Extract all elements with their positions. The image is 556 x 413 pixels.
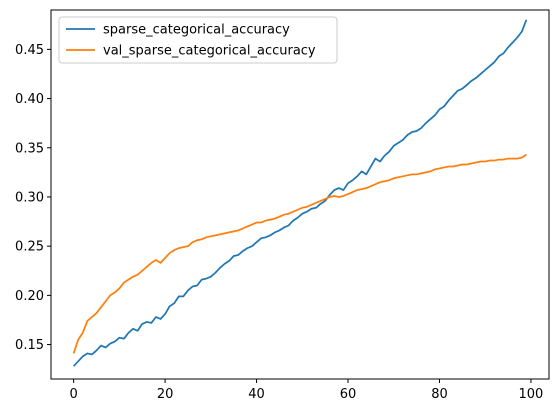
series-line-sparse-categorical-accuracy — [72, 19, 528, 367]
y-tick-label: 0.20 — [15, 289, 44, 304]
x-tick-label: 80 — [431, 387, 448, 402]
legend-label-sparse-categorical-accuracy: sparse_categorical_accuracy — [103, 23, 290, 38]
plot-frame — [50, 9, 550, 380]
x-axis: 0 20 40 60 80 100 — [69, 379, 543, 402]
y-tick-label: 0.25 — [15, 240, 44, 255]
x-tick-label: 20 — [157, 387, 174, 402]
y-tick-label: 0.35 — [15, 141, 44, 156]
x-tick-label: 60 — [340, 387, 357, 402]
legend: sparse_categorical_accuracy val_sparse_c… — [58, 16, 338, 64]
x-tick-label: 40 — [248, 387, 265, 402]
plot-background — [51, 10, 549, 379]
x-tick-label: 0 — [69, 387, 77, 402]
series-line-val-sparse-categorical-accuracy — [72, 153, 527, 354]
y-tick-label: 0.30 — [15, 190, 44, 205]
x-tick-label: 100 — [519, 387, 544, 402]
legend-box — [58, 16, 338, 64]
y-axis: 0.15 0.20 0.25 0.30 0.35 0.40 0.45 — [15, 43, 51, 353]
y-tick-label: 0.45 — [15, 43, 44, 58]
legend-label-val-sparse-categorical-accuracy: val_sparse_categorical_accuracy — [103, 44, 316, 59]
y-tick-label: 0.15 — [15, 338, 44, 353]
series-layer — [72, 19, 528, 367]
y-tick-label: 0.40 — [15, 92, 44, 107]
